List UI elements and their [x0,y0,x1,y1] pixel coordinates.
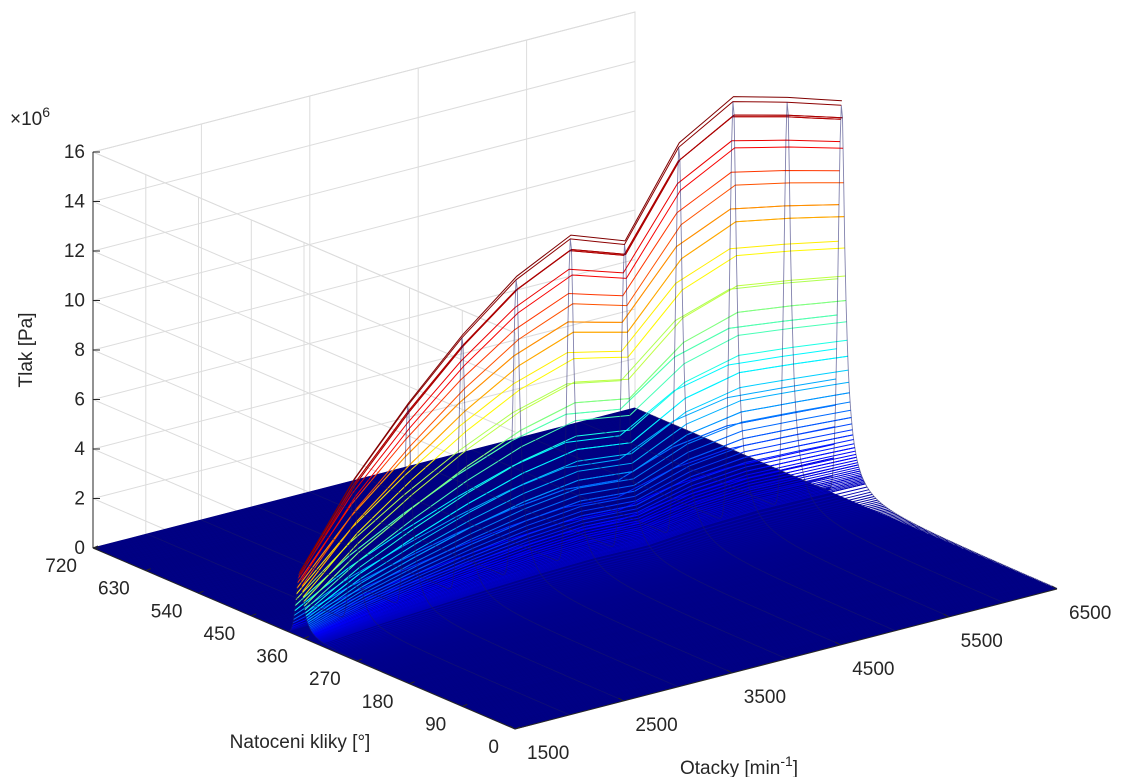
crank-tick-label: 90 [425,714,446,735]
crank-tick-label: 0 [488,737,499,758]
rpm-tick-mark [834,641,841,646]
grid-line-pressure [91,110,636,433]
rpm-tick-label: 3500 [744,687,786,708]
crank-tick-mark [462,703,468,707]
crank-tick-mark [198,590,204,594]
surface-rpm-line [472,147,895,631]
z-axis-label: Tlak [Pa] [16,313,37,388]
surface-mesh [92,96,1058,730]
crank-tick-label: 270 [309,669,341,690]
rpm-axis-line [514,588,1058,730]
tick-labels: 0 2 4 6 8 10 12 14 16 0 90 180 270 360 450 540 630 720 150… [45,142,1111,764]
surface-rpm-line [147,480,570,716]
surface-rpm-line [255,337,678,687]
z-exponent-base: ×10 [10,109,42,130]
rpm-tick-label: 1500 [527,743,569,764]
rpm-tick-label: 6500 [1069,603,1111,624]
z-tick-label: 12 [64,241,85,262]
z-tick-label: 4 [74,439,85,460]
grid-line-pressure [91,11,636,334]
z-tick-label: 10 [64,291,85,312]
crank-tick-label: 540 [151,601,183,622]
crank-tick-mark [145,568,151,572]
rpm-tick-label: 4500 [852,659,894,680]
surface-rpm-line [634,105,1058,589]
crank-tick-label: 450 [204,624,236,645]
surface-rpm-line [580,102,1003,603]
y-axis-label-close: ] [793,758,798,777]
rpm-tick-mark [618,697,624,702]
grid-line-pressure [91,61,636,383]
z-tick-label: 16 [64,142,85,163]
crank-tick-label: 720 [45,556,77,577]
rpm-tick-label: 2500 [635,715,677,736]
crank-tick-mark [356,658,362,662]
z-exponent-label: ×106 [10,104,50,130]
x-axis-label: Natoceni kliky [°] [230,732,371,753]
y-axis-label-exponent: -1 [780,753,793,769]
z-tick-label: 6 [74,390,85,411]
y-axis-label: Otacky [min-1] [680,753,798,777]
box-edge [91,11,636,408]
crank-tick-mark [251,613,257,617]
z-tick-label: 14 [64,192,86,213]
z-tick-label: 8 [74,340,85,361]
rpm-tick-mark [1051,585,1058,590]
rpm-tick-mark [509,725,516,730]
z-tick-label: 0 [74,538,85,559]
crank-tick-mark [409,681,415,685]
crank-tick-mark [303,636,310,639]
z-exponent-power: 6 [42,104,50,120]
crank-tick-label: 630 [98,579,130,600]
rpm-tick-mark [943,613,949,618]
surface-rpm-line [526,101,949,617]
rpm-tick-label: 5500 [961,631,1003,652]
surface-rpm-line [418,244,841,645]
crank-tick-label: 360 [256,647,288,668]
y-axis-label-main: Otacky [min [680,758,780,777]
rpm-tick-mark [726,669,733,674]
axes [92,151,1058,730]
crank-tick-label: 180 [362,692,394,713]
surface-rpm-line [201,405,624,702]
surface-rpm-line [309,279,732,673]
surface-rpm-line [363,238,787,659]
z-tick-label: 2 [74,489,85,510]
surface-crank-line [299,96,842,573]
crank-tick-mark [92,545,99,549]
